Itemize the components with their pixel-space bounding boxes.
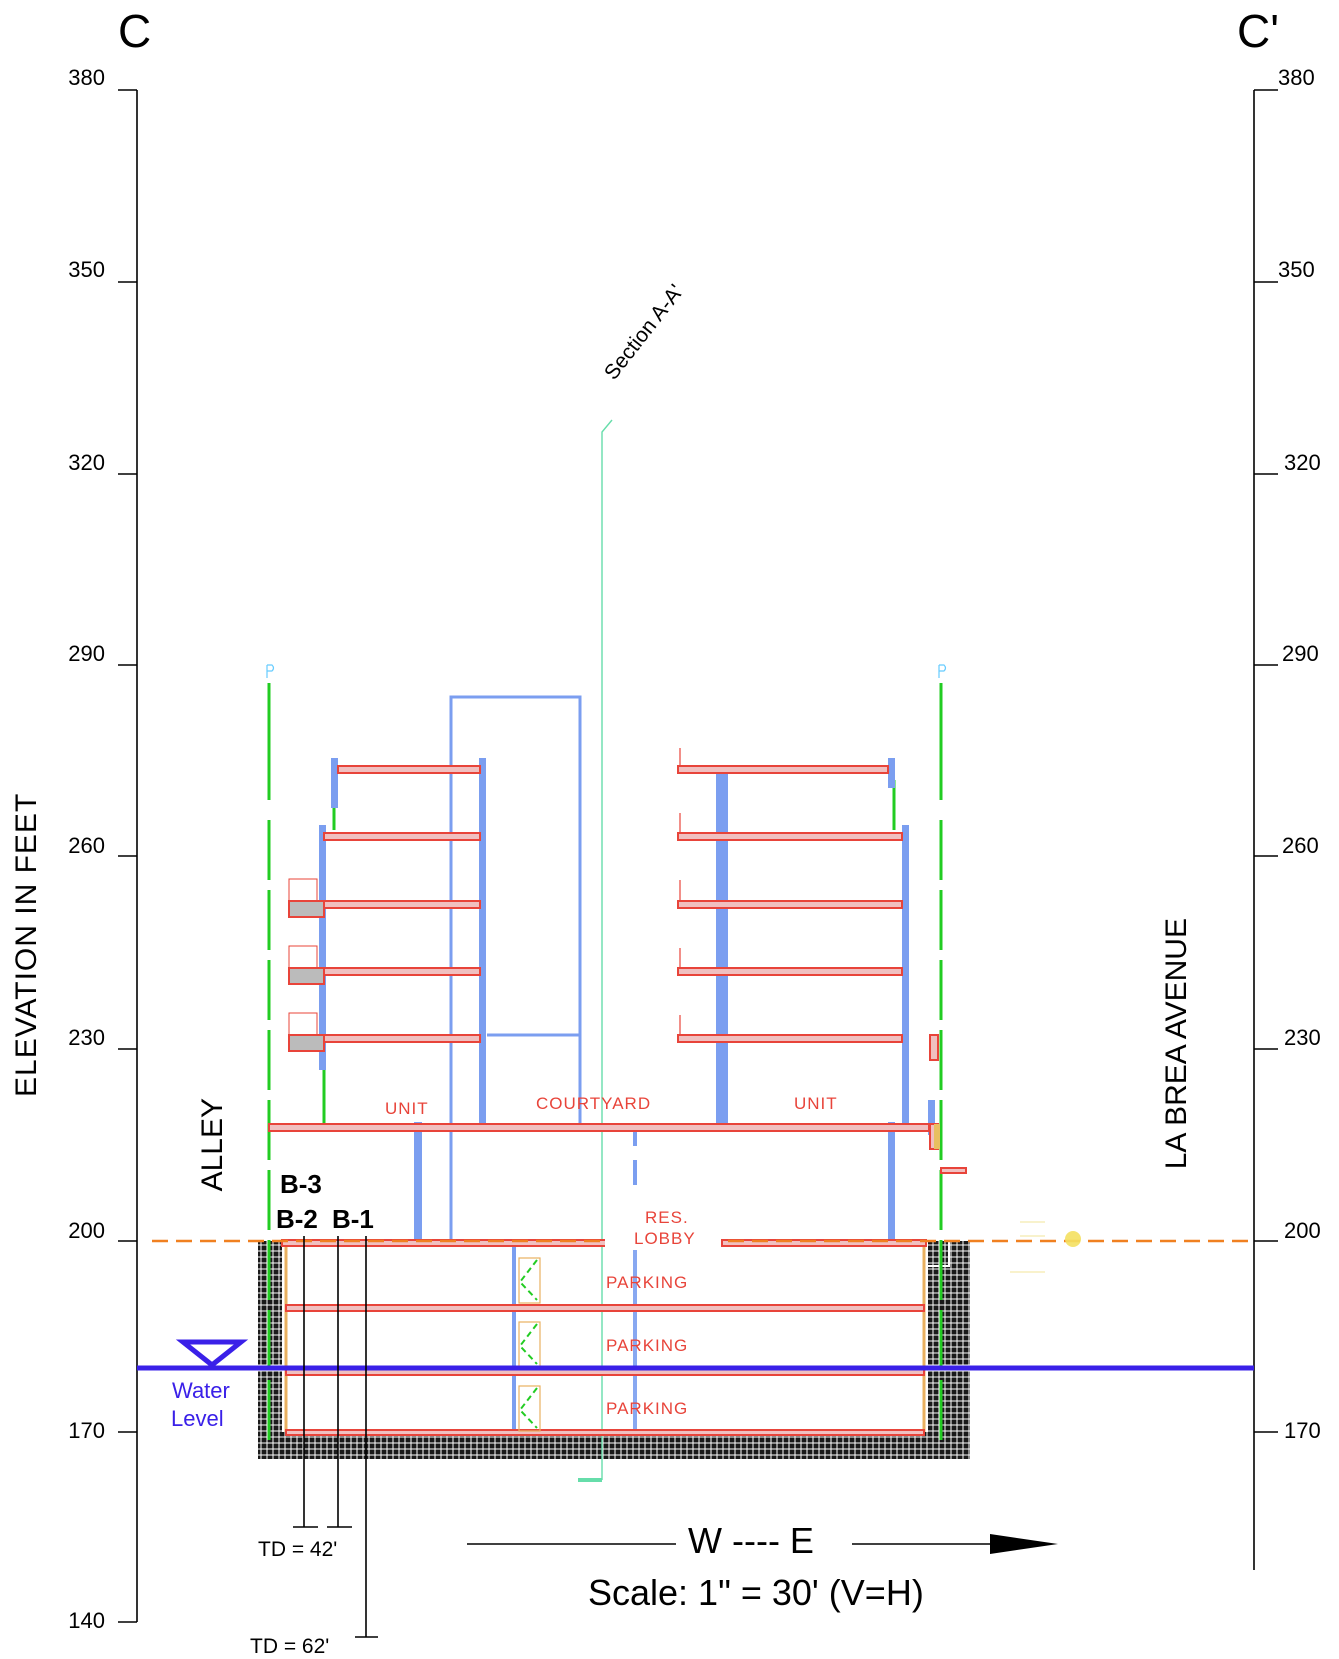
property-markers [266, 664, 947, 678]
boring-b2-label: B-2 [276, 1204, 318, 1234]
street-label: LA BREA AVENUE [1160, 918, 1193, 1170]
tick-label: 170 [1284, 1418, 1321, 1443]
direction-label: W ---- E [688, 1520, 814, 1561]
basement-walls [284, 1245, 926, 1432]
unit-right-label: UNIT [794, 1094, 838, 1113]
tick-label: 350 [68, 257, 105, 282]
tick-label: 170 [68, 1418, 105, 1443]
lobby-label-line2: LOBBY [634, 1229, 696, 1248]
borings [293, 1236, 378, 1638]
water-level [137, 1339, 1254, 1371]
property-lines [267, 683, 943, 1450]
boring-b1-label: B-1 [332, 1204, 374, 1234]
east-elements [929, 1034, 967, 1174]
lobby-label-line1: RES. [645, 1208, 689, 1227]
tick-label: 260 [1282, 833, 1319, 858]
tick-label: 200 [1284, 1218, 1321, 1243]
left-axis [118, 89, 138, 1623]
boring-b3-label: B-3 [280, 1169, 322, 1199]
tick-label: 230 [1284, 1025, 1321, 1050]
right-axis [1253, 89, 1278, 1570]
direction-arrow [467, 1534, 1058, 1554]
section-cut-line [578, 419, 613, 1482]
section-left-label: C [118, 5, 152, 57]
tick-label: 140 [68, 1608, 105, 1633]
parking-label: PARKING [606, 1273, 689, 1292]
tick-label: 380 [68, 65, 105, 90]
tick-label: 380 [1278, 65, 1315, 90]
water-level-label-line1: Water [172, 1378, 230, 1403]
tick-label: 320 [1284, 450, 1321, 475]
axis-title: ELEVATION IN FEET [10, 792, 43, 1098]
tick-label: 290 [68, 641, 105, 666]
total-depth-62-label: TD = 62' [250, 1635, 330, 1658]
alley-label: ALLEY [196, 1098, 229, 1192]
balconies [288, 748, 681, 1052]
tick-label: 350 [1278, 257, 1315, 282]
unit-left-label: UNIT [385, 1099, 429, 1118]
water-level-label-line2: Level [171, 1406, 224, 1431]
courtyard-label: COURTYARD [536, 1094, 652, 1113]
parking-label: PARKING [606, 1399, 689, 1418]
datum-marker [1010, 1221, 1081, 1273]
total-depth-42-label: TD = 42' [258, 1538, 338, 1561]
ramps [518, 1257, 541, 1432]
tick-label: 260 [68, 833, 105, 858]
tick-label: 320 [68, 450, 105, 475]
tick-label: 290 [1282, 641, 1319, 666]
section-right-label: C' [1237, 5, 1280, 57]
tick-label: 200 [68, 1218, 105, 1243]
scale-label: Scale: 1" = 30' (V=H) [588, 1572, 924, 1613]
tick-label: 230 [68, 1025, 105, 1050]
parking-label: PARKING [606, 1336, 689, 1355]
